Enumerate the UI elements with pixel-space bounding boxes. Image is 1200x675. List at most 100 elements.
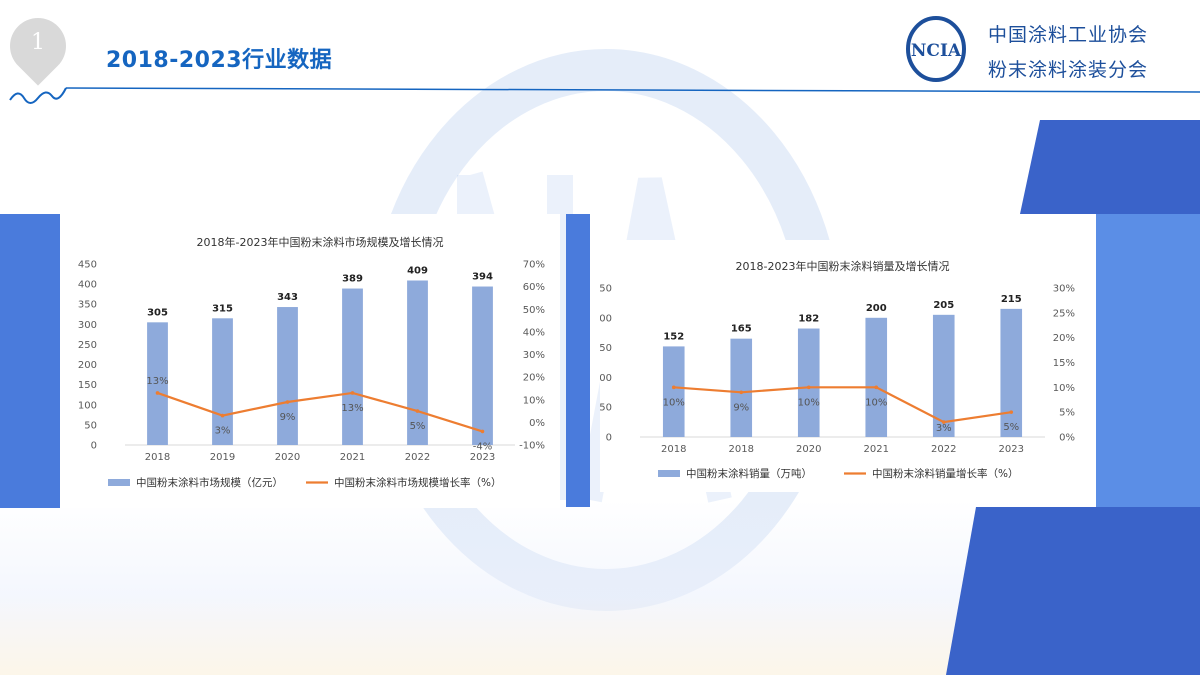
- bar: [730, 338, 753, 437]
- org-name-line1: 中国涂料工业协会: [988, 24, 1149, 46]
- bar-value-label: 343: [277, 292, 298, 303]
- y2-axis-tick-label: 0%: [1059, 433, 1075, 444]
- x-axis-tick-label: 2023: [470, 452, 495, 463]
- growth-rate-label: 13%: [146, 376, 168, 387]
- bar: [147, 322, 168, 445]
- right-blue-block-bottom: [946, 507, 1200, 675]
- growth-rate-line: [673, 386, 1012, 424]
- sales-volume-chart: 2018-2023年中国粉末涂料销量及增长情况 0 50 100 150 200 250 0%…: [600, 259, 1075, 480]
- growth-rate-label: 5%: [1003, 422, 1019, 433]
- growth-rate-label: 10%: [865, 397, 887, 408]
- legend-label-line: 中国粉末涂料市场规模增长率（%）: [334, 476, 501, 489]
- bar-value-label: 200: [866, 303, 887, 314]
- left-blue-strip: [0, 214, 60, 508]
- right-light-blue-strip: [1096, 214, 1200, 507]
- page-number: 1: [31, 30, 45, 55]
- growth-rate-label: 3%: [936, 423, 952, 434]
- bar: [407, 280, 428, 445]
- growth-rate-point: [1009, 410, 1014, 414]
- bar: [865, 317, 888, 437]
- y2-axis-tick-label: 50%: [523, 305, 545, 316]
- y2-axis-tick-label: 10%: [523, 395, 545, 406]
- legend-label-bars: 中国粉末涂料销量（万吨）: [686, 467, 812, 480]
- legend-swatch-bars: [658, 470, 680, 477]
- growth-rate-point: [874, 385, 879, 390]
- y-axis-tick-label: 350: [78, 300, 97, 311]
- y-axis-tick-label: 150: [78, 380, 97, 391]
- x-axis-tick-label: 2023: [999, 444, 1024, 455]
- y-axis-tick-label: 250: [600, 284, 612, 295]
- y-axis-tick-label: 50: [84, 420, 97, 431]
- ncia-logo-text: NCIA: [911, 41, 962, 61]
- growth-rate-point: [350, 391, 355, 395]
- bar-value-label: 409: [407, 265, 428, 276]
- legend-swatch-bars: [108, 479, 130, 486]
- growth-rate-point: [806, 385, 811, 390]
- growth-rate-point: [941, 420, 946, 424]
- growth-rate-point: [285, 400, 290, 404]
- growth-rate-label: 10%: [663, 397, 685, 408]
- org-name-line2: 粉末涂料涂装分会: [988, 59, 1149, 81]
- bar: [472, 286, 493, 445]
- chart-title: 2018年-2023年中国粉末涂料市场规模及增长情况: [197, 235, 444, 249]
- y-axis-tick-label: 200: [78, 360, 97, 371]
- x-axis-tick-label: 2019: [210, 452, 235, 463]
- y-axis-tick-label: 250: [78, 340, 97, 351]
- market-size-chart-panel: 2018年-2023年中国粉末涂料市场规模及增长情况 0 50 100 150 200 25…: [60, 214, 560, 508]
- growth-rate-label: 3%: [215, 426, 231, 437]
- y2-axis-tick-label: 25%: [1053, 308, 1075, 319]
- bar-value-label: 205: [933, 300, 954, 311]
- legend-label-line: 中国粉末涂料销量增长率（%）: [872, 467, 1018, 480]
- x-axis-tick-label: 2020: [796, 444, 821, 455]
- bar-value-label: 165: [731, 324, 752, 335]
- y-axis-tick-label: 200: [600, 313, 612, 324]
- y-axis-tick-label: 100: [600, 373, 612, 384]
- market-size-chart: 2018年-2023年中国粉末涂料市场规模及增长情况 0 50 100 150 200 25…: [78, 235, 545, 489]
- y2-axis-tick-label: 20%: [1053, 333, 1075, 344]
- y-axis-tick-label: 150: [600, 343, 612, 354]
- chart-title: 2018-2023年中国粉末涂料销量及增长情况: [736, 259, 950, 273]
- growth-rate-label: 10%: [798, 397, 820, 408]
- y2-axis-tick-label: 10%: [1053, 383, 1075, 394]
- y2-axis-tick-label: 0%: [529, 418, 545, 429]
- growth-rate-point: [220, 413, 225, 418]
- x-axis-tick-label: 2021: [340, 452, 365, 463]
- bar-value-label: 315: [212, 303, 233, 314]
- x-axis-tick-label: 2018: [145, 452, 170, 463]
- right-blue-block-top: [1020, 120, 1200, 214]
- header-rule: [65, 87, 1200, 93]
- bar: [797, 328, 820, 437]
- y2-axis-tick-label: 5%: [1059, 408, 1075, 419]
- y2-axis-tick-label: 40%: [523, 327, 545, 338]
- y-axis-tick-label: 0: [91, 441, 97, 452]
- bar: [1000, 308, 1023, 437]
- bar: [932, 314, 955, 437]
- growth-rate-point: [480, 429, 485, 434]
- x-axis-tick-label: 2020: [275, 452, 300, 463]
- growth-rate-point: [415, 409, 420, 413]
- growth-rate-point: [155, 391, 160, 395]
- x-axis-tick-label: 2021: [864, 444, 889, 455]
- y-axis-tick-label: 50: [600, 403, 612, 414]
- y2-axis-tick-label: 20%: [523, 373, 545, 384]
- growth-rate-label: 13%: [341, 403, 363, 414]
- y-axis-tick-label: 300: [78, 320, 97, 331]
- x-axis-tick-label: 2022: [405, 452, 430, 463]
- x-axis-tick-label: 2022: [931, 444, 956, 455]
- y2-axis-tick-label: 60%: [523, 282, 545, 293]
- growth-rate-label: -4%: [473, 441, 492, 452]
- bar: [277, 307, 298, 445]
- legend-label-bars: 中国粉末涂料市场规模（亿元）: [136, 476, 283, 489]
- y2-axis-tick-label: 15%: [1053, 358, 1075, 369]
- bar: [662, 346, 685, 437]
- growth-rate-line: [157, 391, 483, 433]
- growth-rate-label: 9%: [280, 412, 296, 423]
- growth-rate-label: 9%: [733, 402, 749, 413]
- header-wave: [9, 87, 67, 104]
- x-axis-tick-label: 2018: [661, 444, 686, 455]
- slide-title: 2018-2023行业数据: [106, 48, 333, 73]
- bar-value-label: 182: [798, 314, 819, 325]
- growth-rate-point: [739, 390, 744, 395]
- growth-rate-label: 5%: [410, 421, 426, 432]
- bar-value-label: 305: [147, 307, 168, 318]
